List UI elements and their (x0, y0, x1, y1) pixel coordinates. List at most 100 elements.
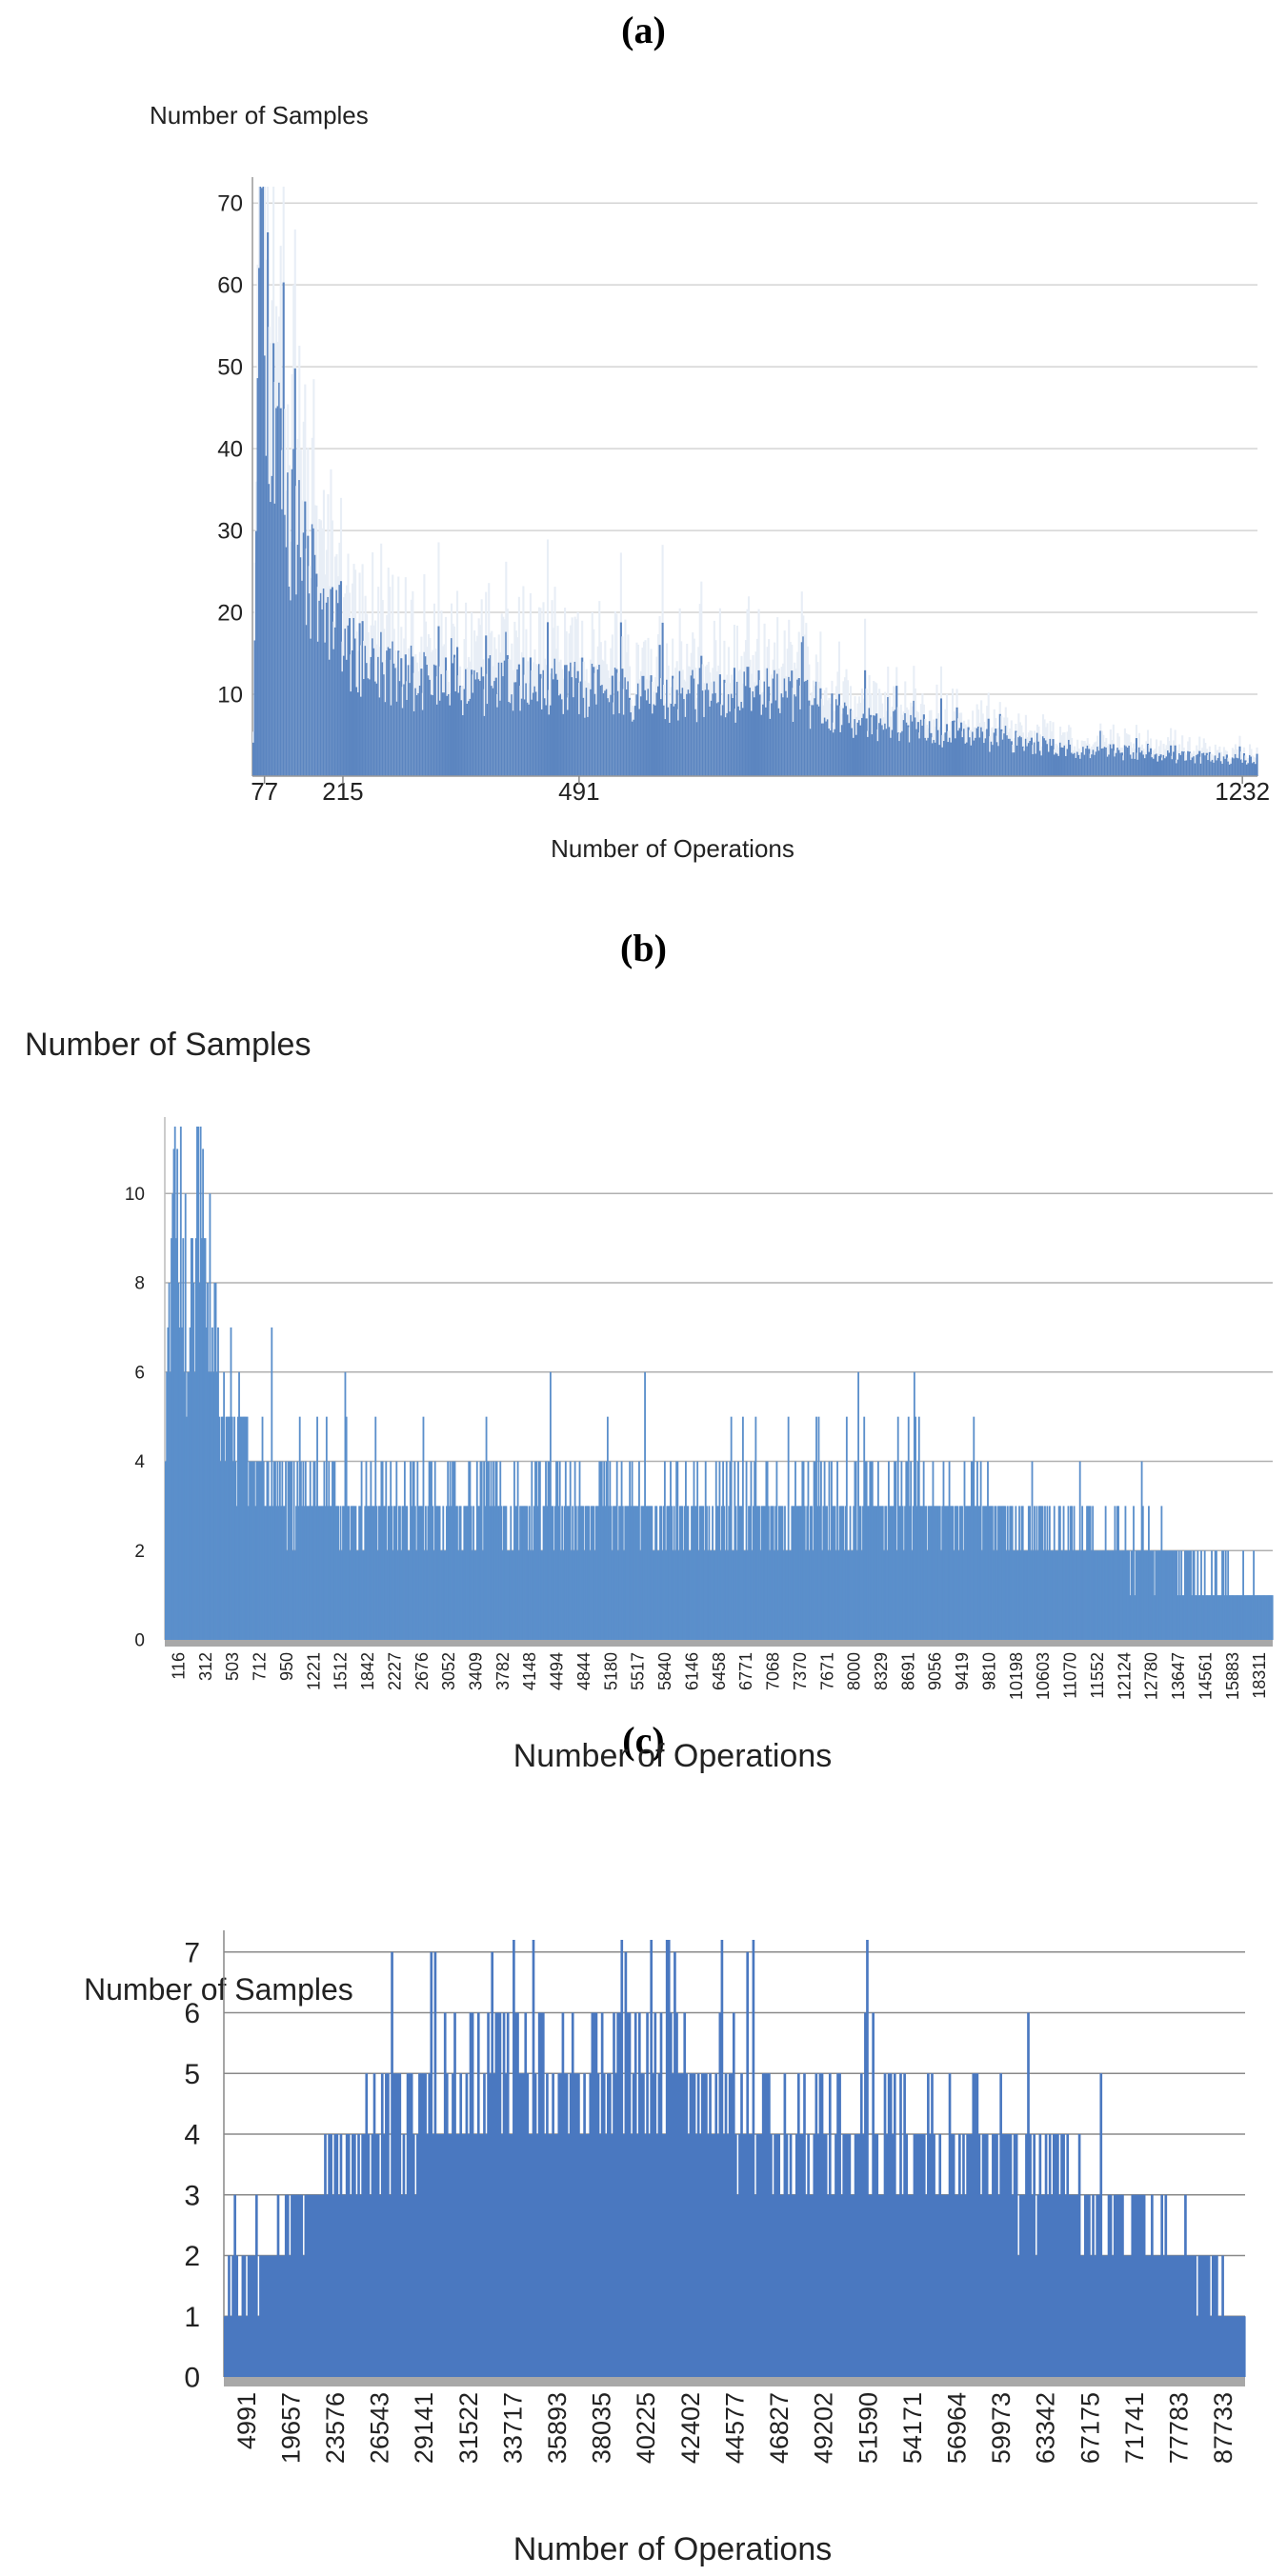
chart-bar (500, 1506, 503, 1640)
chart-bar (541, 1550, 544, 1640)
chart-bar (1026, 746, 1029, 776)
chart-bar (913, 1371, 915, 1640)
chart-x-tick-label: 8000 (845, 1652, 864, 1690)
chart-bar (857, 2134, 861, 2377)
chart-x-tick-label: 3782 (493, 1652, 513, 1690)
chart-bar (235, 2255, 239, 2377)
chart-bar (530, 1550, 533, 1640)
chart-bar (794, 1461, 796, 1640)
chart-bar (633, 719, 635, 776)
chart-bar (191, 1238, 193, 1640)
chart-bar (982, 1506, 984, 1640)
chart-bar (1024, 738, 1027, 776)
chart-bar (999, 1506, 1002, 1640)
chart-bar (1083, 2194, 1087, 2377)
chart-bar (796, 679, 799, 776)
chart-bar (983, 2134, 987, 2377)
chart-bar (575, 2073, 578, 2377)
chart-bar (987, 718, 990, 776)
chart-bar (820, 723, 823, 776)
chart-bar (385, 2073, 388, 2377)
chart-bar (544, 2134, 547, 2377)
chart-bar (1032, 1550, 1035, 1640)
chart-bar (922, 2134, 926, 2377)
chart-bar (368, 1506, 370, 1640)
chart-bar (958, 728, 961, 776)
chart-bar (1154, 754, 1156, 776)
chart-bar (910, 714, 913, 776)
chart-bar (313, 2194, 317, 2377)
chart-bar (166, 1371, 169, 1640)
chart-bar (740, 2073, 743, 2377)
chart-bar (906, 1461, 909, 1640)
chart-bar (684, 1461, 687, 1640)
chart-bar (613, 668, 616, 776)
chart-bar (755, 1506, 758, 1640)
chart-x-tick-label: 67175 (1076, 2392, 1104, 2464)
chart-bar (654, 2012, 657, 2377)
chart-y-tick-label: 60 (217, 273, 243, 299)
chart-bar (903, 2073, 906, 2377)
chart-y-tick-label: 70 (217, 191, 243, 217)
chart-bar (322, 589, 325, 776)
chart-bar (325, 1416, 328, 1640)
chart-a-ylabel: Number of Samples (150, 101, 369, 130)
chart-bar (651, 713, 654, 776)
chart-bar (587, 1506, 589, 1640)
chart-bar (1230, 1595, 1233, 1640)
chart-bar (879, 2194, 883, 2377)
chart-bar (969, 1506, 972, 1640)
chart-bar (315, 2194, 319, 2377)
chart-bar (646, 1506, 649, 1640)
chart-bar (1040, 2194, 1044, 2377)
chart-bar (408, 1550, 411, 1640)
chart-bar (1196, 1595, 1198, 1640)
chart-bar (1143, 758, 1147, 776)
chart-bar (577, 1506, 580, 1640)
chart-bar (751, 1550, 754, 1640)
chart-bar (1242, 2316, 1246, 2377)
chart-bar (665, 1940, 669, 2377)
chart-bar (289, 2255, 292, 2377)
chart-bar (406, 2073, 410, 2377)
chart-bar (315, 573, 318, 776)
chart-bar (709, 706, 712, 776)
chart-bar (1234, 1595, 1237, 1640)
chart-bar (169, 1371, 171, 1640)
chart-bar (501, 1550, 504, 1640)
chart-bar (392, 663, 395, 776)
chart-bar (557, 1506, 560, 1640)
chart-bar (1228, 764, 1231, 776)
chart-bar (1101, 2255, 1105, 2377)
chart-bar (962, 1550, 965, 1640)
chart-c-xlabel: Number of Operations (513, 2531, 833, 2567)
chart-bar (403, 684, 406, 776)
chart-bar (1097, 2194, 1101, 2377)
chart-bar (777, 1506, 780, 1640)
chart-bar (352, 2134, 354, 2377)
chart-bar (961, 737, 964, 776)
chart-bar (832, 1506, 835, 1640)
chart-bar (801, 2134, 804, 2377)
chart-bar (528, 704, 531, 776)
chart-bar (800, 1506, 803, 1640)
chart-bar (304, 2194, 308, 2377)
chart-bar (889, 2073, 893, 2377)
chart-bar (1131, 758, 1134, 776)
chart-bar (478, 1506, 481, 1640)
chart-bar (701, 1506, 703, 1640)
chart-bar (765, 2073, 769, 2377)
chart-bar (553, 658, 556, 776)
chart-bar (429, 679, 432, 776)
chart-bar (967, 1506, 970, 1640)
chart-bar (537, 664, 541, 776)
chart-bar (1004, 1506, 1007, 1640)
chart-bar (838, 2073, 841, 2377)
chart-bar (1154, 1595, 1156, 1640)
chart-bar (584, 1506, 587, 1640)
chart-bar (466, 703, 469, 776)
chart-bar (840, 2194, 843, 2377)
chart-bar (687, 1506, 690, 1640)
panel-label-b: (b) (620, 927, 667, 969)
chart-bar (907, 2194, 911, 2377)
